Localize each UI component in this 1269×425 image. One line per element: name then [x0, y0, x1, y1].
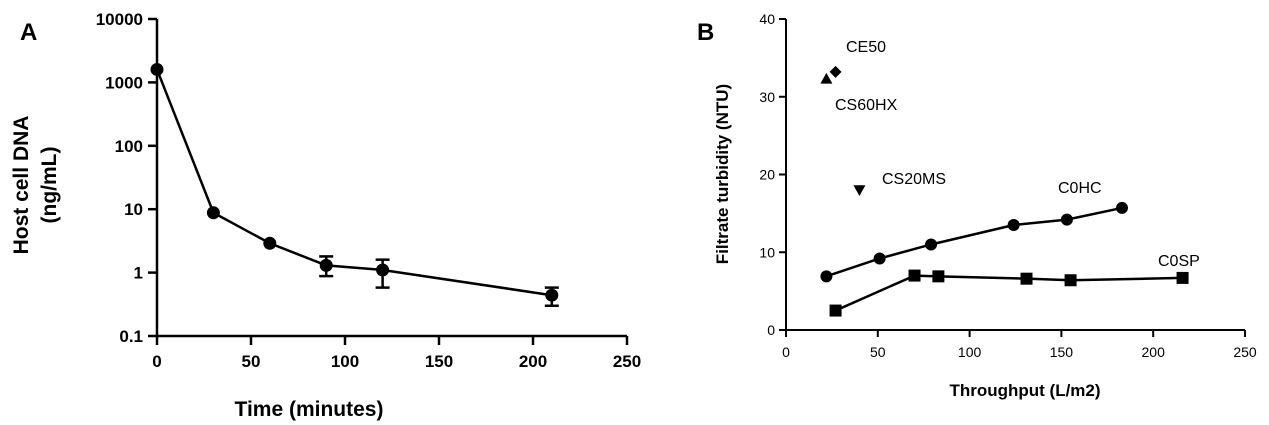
panel-a: A 0.1 1 10 100 1000 10000 0 50 100 150 200 250 Tim…	[10, 10, 641, 421]
panel-b-point-c0sp	[1020, 272, 1033, 285]
annotation-c0hc: C0HC	[1058, 180, 1102, 197]
panel-b-x-tick-label: 50	[870, 344, 886, 360]
panel-letter-a: A	[20, 19, 37, 46]
panel-b-point-c0sp	[908, 269, 921, 282]
panel-b-y-tick-label: 20	[759, 167, 775, 183]
panel-b-point-c0sp	[829, 304, 842, 317]
panel-b-series-line-c0hc	[825, 206, 1123, 278]
panel-b-point-c0hc	[1060, 213, 1073, 226]
panel-a-x-ticks: 0 50 100 150 200 250	[152, 336, 641, 371]
panel-a-y-tick-label: 1000	[105, 73, 143, 92]
panel-b-point-cs20ms	[853, 185, 866, 197]
panel-letter-b: B	[697, 19, 714, 46]
panel-a-y-tick-label: 10000	[96, 10, 143, 29]
panel-a-y-ticks: 0.1 1 10 100 1000 10000	[96, 10, 157, 346]
annotation-ce50: CE50	[846, 39, 886, 56]
panel-a-y-tick-label: 1	[134, 264, 143, 283]
panel-a-x-tick-label: 150	[425, 352, 453, 371]
panel-b-series	[820, 65, 1189, 317]
panel-a-x-tick-label: 200	[519, 352, 547, 371]
panel-b-x-tick-label: 250	[1233, 344, 1257, 360]
panel-b-y-ticks: 0 10 20 30 40	[759, 11, 786, 338]
panel-a-y-label-line1: Host cell DNA	[10, 116, 33, 255]
annotation-cs60hx: CS60HX	[835, 97, 898, 114]
panel-b-point-cs60hx	[820, 72, 833, 84]
panel-b-point-c0sp	[1176, 271, 1189, 284]
annotation-c0sp: C0SP	[1158, 253, 1200, 270]
panel-a-y-tick-label: 0.1	[119, 327, 143, 346]
panel-b-x-label: Throughput (L/m2)	[949, 381, 1100, 400]
panel-b-series-line-c0sp	[835, 274, 1183, 312]
panel-b-y-tick-label: 10	[759, 244, 775, 260]
panel-b-y-label: Filtrate turbidity (NTU)	[713, 84, 732, 264]
panel-b-point-ce50	[829, 65, 842, 78]
panel-a-x-tick-label: 250	[613, 352, 641, 371]
panel-a-y-label-line2: (ng/mL)	[38, 147, 61, 224]
panel-b-y-tick-label: 40	[759, 11, 775, 27]
panel-a-x-tick-label: 50	[242, 352, 261, 371]
panel-b-x-tick-label: 150	[1050, 344, 1074, 360]
panel-a-data-point	[545, 288, 559, 302]
panel-a-data-point	[150, 62, 164, 76]
panel-a-series	[150, 62, 559, 308]
panel-b-point-c0hc	[820, 270, 833, 283]
panel-a-data-point	[263, 236, 277, 250]
panel-b-point-c0hc	[925, 238, 938, 251]
panel-b-x-tick-label: 100	[958, 344, 982, 360]
panel-a-data-point	[319, 258, 333, 272]
panel-b: B 0 10 20 30 40 0 50 100 150 200 250 Throughput (…	[697, 11, 1257, 400]
panel-a-x-tick-label: 100	[331, 352, 359, 371]
panel-a-y-tick-label: 100	[115, 137, 143, 156]
panel-a-series-line	[155, 69, 552, 297]
annotation-cs20ms: CS20MS	[882, 171, 946, 188]
panel-b-point-c0sp	[1064, 274, 1077, 287]
panel-a-x-tick-label: 0	[152, 352, 161, 371]
panel-a-y-tick-label: 10	[124, 200, 143, 219]
panel-b-point-c0sp	[932, 270, 945, 283]
panel-b-point-c0hc	[1115, 201, 1128, 214]
panel-a-data-point	[206, 206, 220, 220]
panel-b-y-tick-label: 30	[759, 89, 775, 105]
panel-b-x-tick-label: 0	[782, 344, 790, 360]
panel-b-x-ticks: 0 50 100 150 200 250	[782, 330, 1257, 360]
panel-b-point-c0hc	[1007, 219, 1020, 232]
panel-b-y-tick-label: 0	[767, 322, 775, 338]
panel-b-x-tick-label: 200	[1142, 344, 1166, 360]
panel-a-x-label: Time (minutes)	[235, 398, 384, 421]
panel-a-data-point	[376, 263, 390, 277]
panel-b-point-c0hc	[873, 252, 886, 265]
